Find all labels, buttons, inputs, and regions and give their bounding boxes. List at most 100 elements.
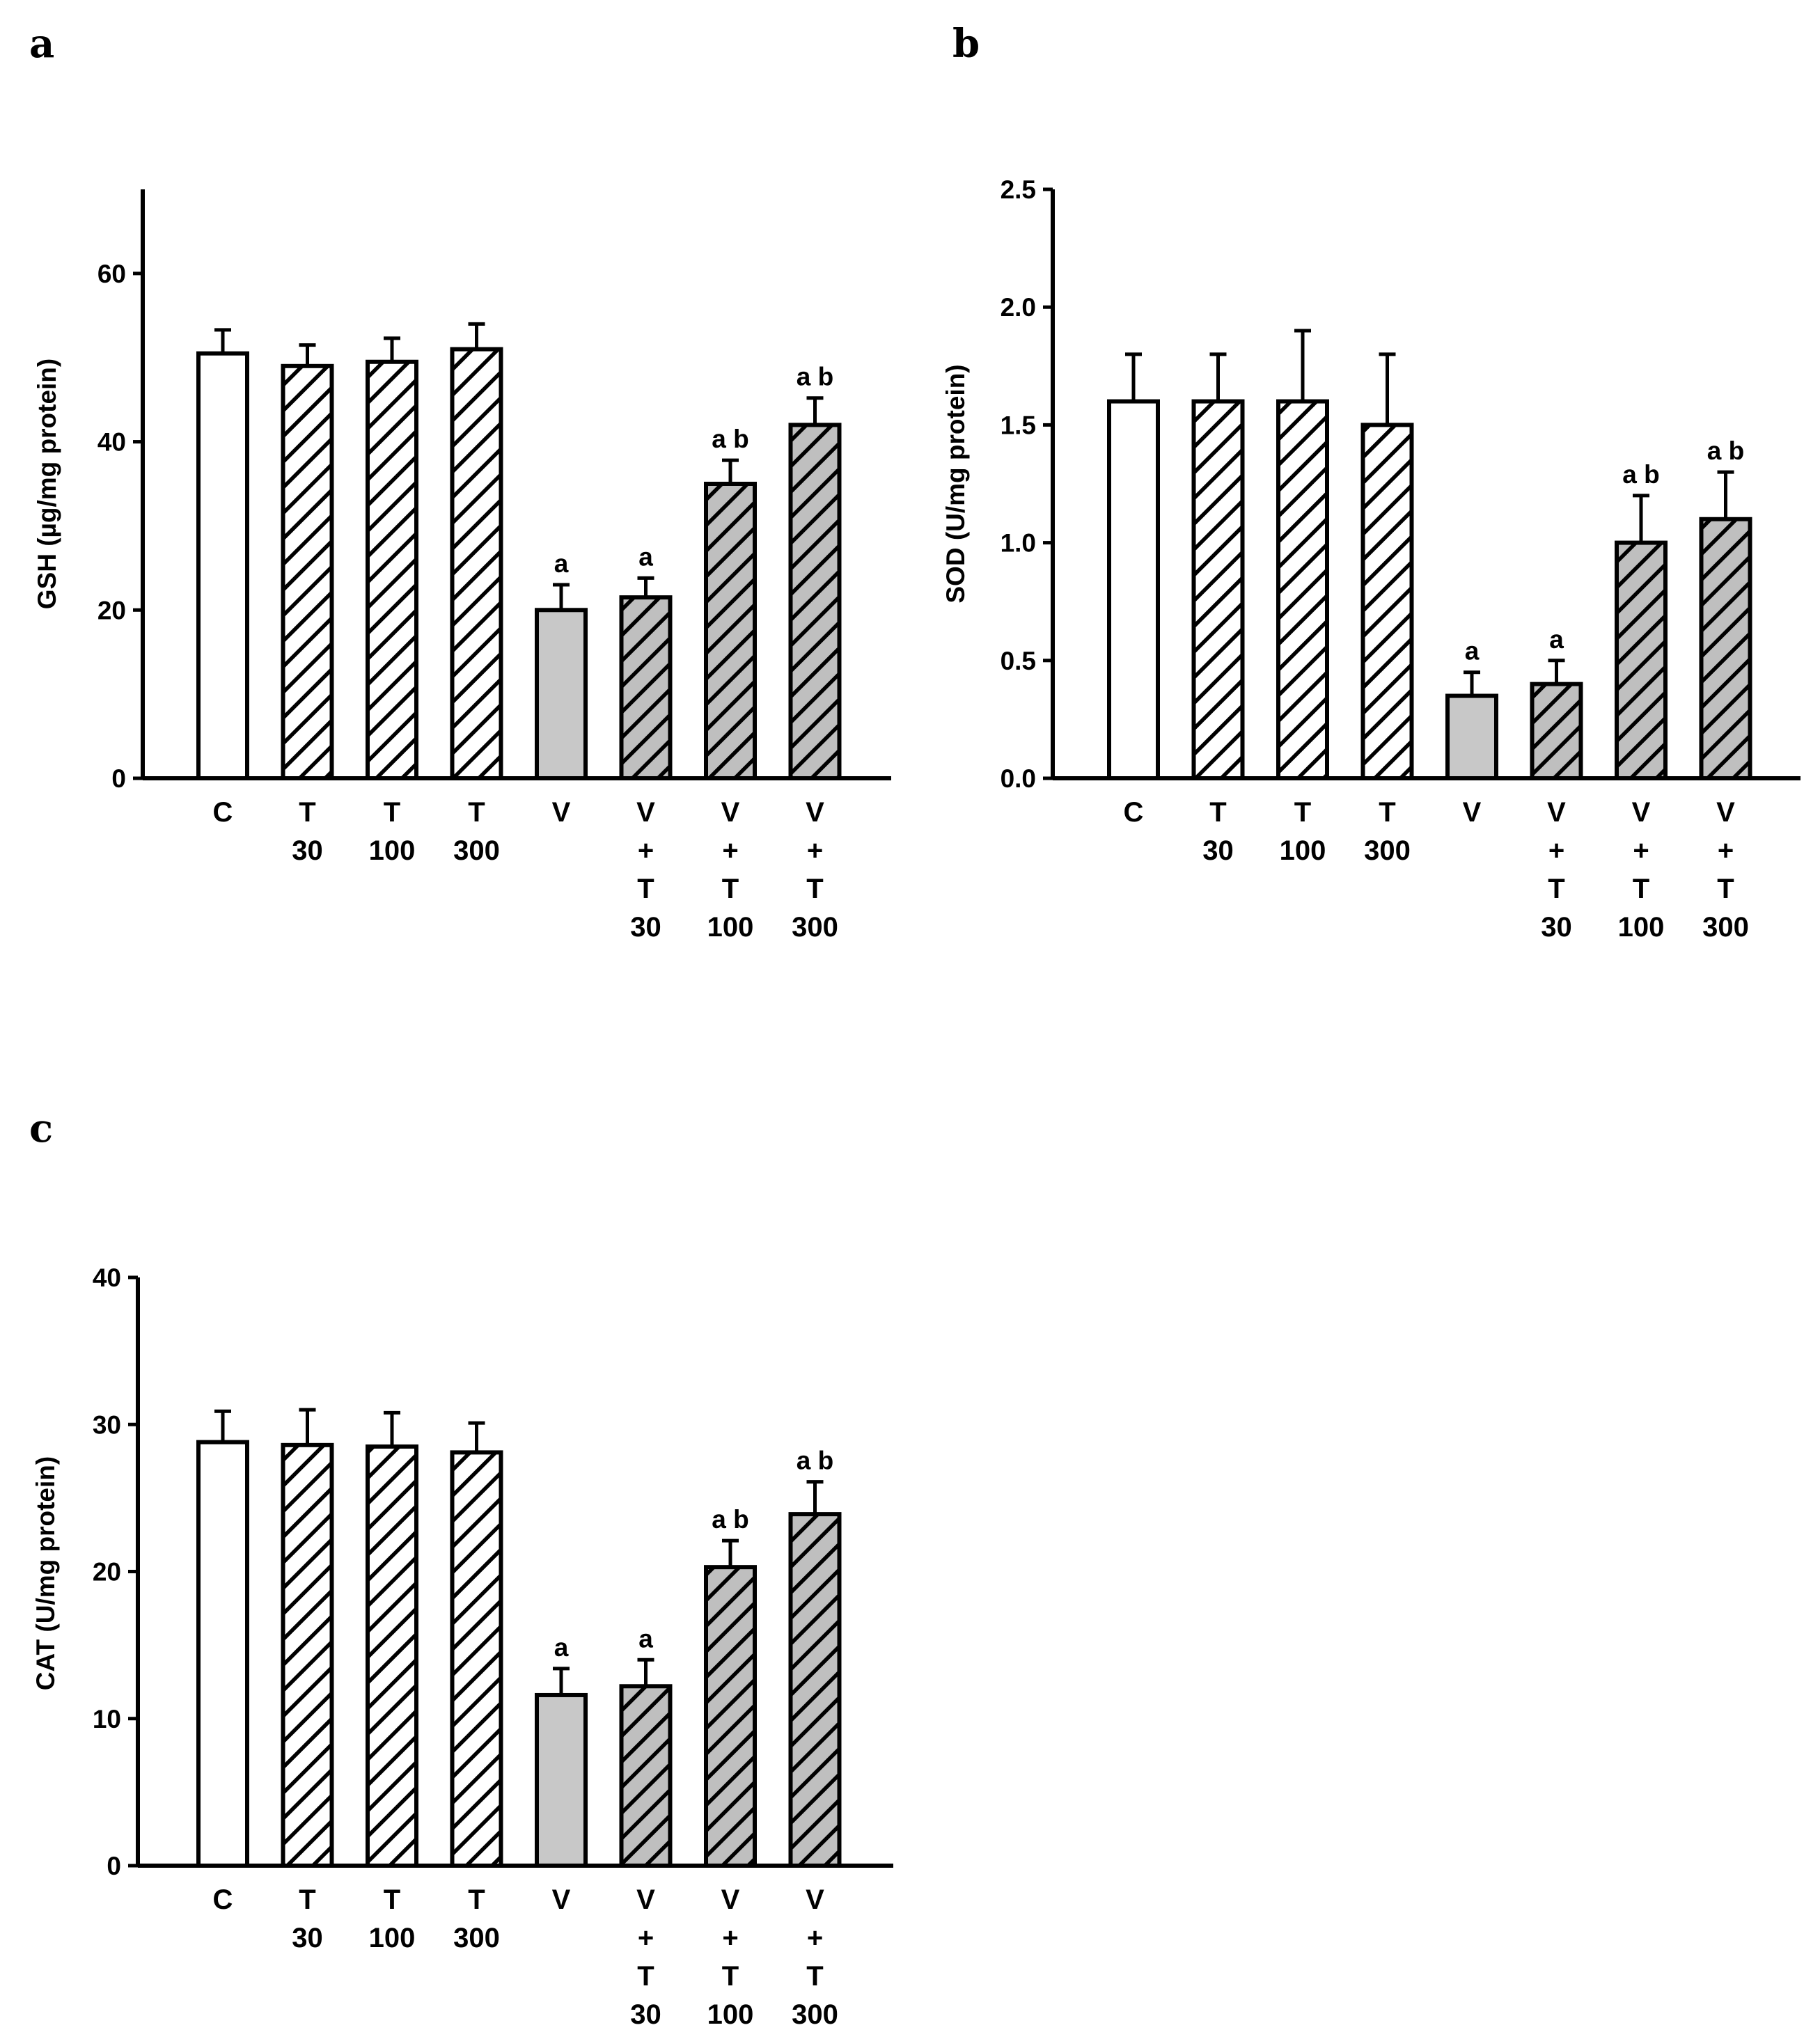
y-tick-label: 20 — [97, 596, 126, 624]
x-category-label: V — [1716, 797, 1735, 828]
significance-label: a b — [1707, 436, 1744, 465]
significance-label: a — [554, 549, 569, 578]
x-category-label: T — [722, 1961, 739, 1992]
significance-label: a — [638, 1624, 653, 1653]
bar — [704, 1565, 757, 1868]
x-category-label: 100 — [707, 1999, 754, 2030]
x-category-label: 30 — [630, 1999, 661, 2030]
x-category-label: V — [636, 1884, 655, 1915]
y-tick-label: 0 — [107, 1852, 121, 1880]
y-tick-label: 2.0 — [1001, 293, 1036, 322]
y-tick-label: 0 — [111, 764, 126, 793]
x-category-label: T — [1379, 797, 1395, 828]
y-tick-label: 30 — [93, 1410, 121, 1439]
x-category-label: T — [384, 1884, 400, 1915]
bar — [450, 1450, 503, 1868]
x-category-label: + — [1633, 835, 1649, 866]
y-tick-label: 20 — [93, 1558, 121, 1587]
x-category-label: 100 — [1280, 835, 1326, 866]
bar — [450, 347, 503, 780]
x-category-label: T — [1717, 874, 1734, 904]
y-tick-label: 2.5 — [1001, 175, 1036, 204]
x-category-label: + — [722, 835, 738, 866]
x-category-label: T — [384, 797, 400, 828]
x-category-label: T — [1209, 797, 1226, 828]
y-tick-label: 10 — [93, 1705, 121, 1733]
x-category-label: T — [468, 1884, 485, 1915]
x-category-label: T — [299, 1884, 315, 1915]
x-category-label: V — [806, 1884, 824, 1915]
x-category-label: 30 — [1202, 835, 1234, 866]
x-category-label: T — [299, 797, 315, 828]
x-category-label: 300 — [1702, 912, 1749, 943]
x-category-label: V — [721, 1884, 740, 1915]
x-category-label: T — [722, 874, 739, 904]
x-category-label: V — [552, 1884, 571, 1915]
bar — [1276, 399, 1329, 780]
x-category-label: + — [1718, 835, 1734, 866]
x-category-label: 300 — [792, 912, 838, 943]
y-tick-label: 1.5 — [1001, 411, 1036, 439]
x-category-label: 300 — [453, 1923, 500, 1953]
x-category-label: 100 — [369, 1923, 416, 1953]
x-category-label: 30 — [1541, 912, 1572, 943]
significance-label: a — [1549, 625, 1564, 654]
chart-panel-c: c CAT (U/mg protein) 0 10 20 30 40 C T 30 T 100 T 300… — [29, 1105, 893, 2030]
bar — [366, 1444, 418, 1868]
bar — [196, 1440, 249, 1868]
x-category-label: V — [1632, 797, 1651, 828]
bar — [788, 423, 842, 781]
significance-label: a — [1465, 637, 1480, 666]
x-category-label: V — [806, 797, 824, 828]
x-category-label: 300 — [792, 1999, 838, 2030]
bar — [1191, 399, 1245, 780]
x-category-label: T — [1294, 797, 1311, 828]
x-category-label: + — [807, 835, 823, 866]
x-category-label: + — [807, 1923, 823, 1953]
x-category-label: + — [638, 835, 654, 866]
bar — [281, 1442, 334, 1868]
bar — [1107, 399, 1160, 780]
x-category-label: 100 — [1618, 912, 1665, 943]
x-category-label: 30 — [292, 1923, 323, 1953]
significance-label: a b — [797, 363, 833, 391]
panel-letter: b — [952, 21, 980, 67]
significance-label: a b — [797, 1447, 833, 1475]
y-tick-label: 40 — [97, 428, 126, 457]
x-category-label: 300 — [453, 835, 500, 866]
bar — [535, 608, 588, 780]
significance-label: a — [638, 542, 653, 571]
x-category-label: 30 — [630, 912, 661, 943]
x-category-label: C — [213, 797, 233, 828]
x-category-label: 300 — [1364, 835, 1411, 866]
panel-letter: c — [29, 1105, 53, 1151]
x-category-label: + — [638, 1923, 654, 1953]
x-category-label: V — [1463, 797, 1482, 828]
x-category-label: 100 — [369, 835, 416, 866]
y-tick-label: 1.0 — [1001, 529, 1036, 558]
bar — [1360, 423, 1414, 781]
bar — [196, 351, 249, 780]
significance-label: a b — [1622, 460, 1659, 489]
bar — [1530, 682, 1583, 781]
bar — [366, 359, 418, 780]
x-category-label: C — [1124, 797, 1144, 828]
bar — [619, 595, 673, 781]
x-category-label: T — [1633, 874, 1649, 904]
panel-letter: a — [29, 21, 54, 67]
bar — [619, 1684, 673, 1868]
x-category-label: 30 — [292, 835, 323, 866]
y-tick-label: 60 — [97, 260, 126, 288]
x-category-label: T — [806, 874, 823, 904]
x-category-label: T — [1548, 874, 1564, 904]
chart-panel-b: b SOD (U/mg protein) 0.0 0.5 1.0 1.5 2.0 2.5 C T 3… — [941, 21, 1801, 943]
x-category-label: + — [1548, 835, 1564, 866]
x-category-label: V — [552, 797, 571, 828]
y-axis-title: CAT (U/mg protein) — [31, 1456, 60, 1690]
y-tick-label: 0.5 — [1001, 647, 1036, 675]
bar — [1699, 517, 1752, 780]
x-category-label: + — [722, 1923, 738, 1953]
bar — [281, 363, 334, 780]
y-axis-title: SOD (U/mg protein) — [941, 364, 970, 603]
